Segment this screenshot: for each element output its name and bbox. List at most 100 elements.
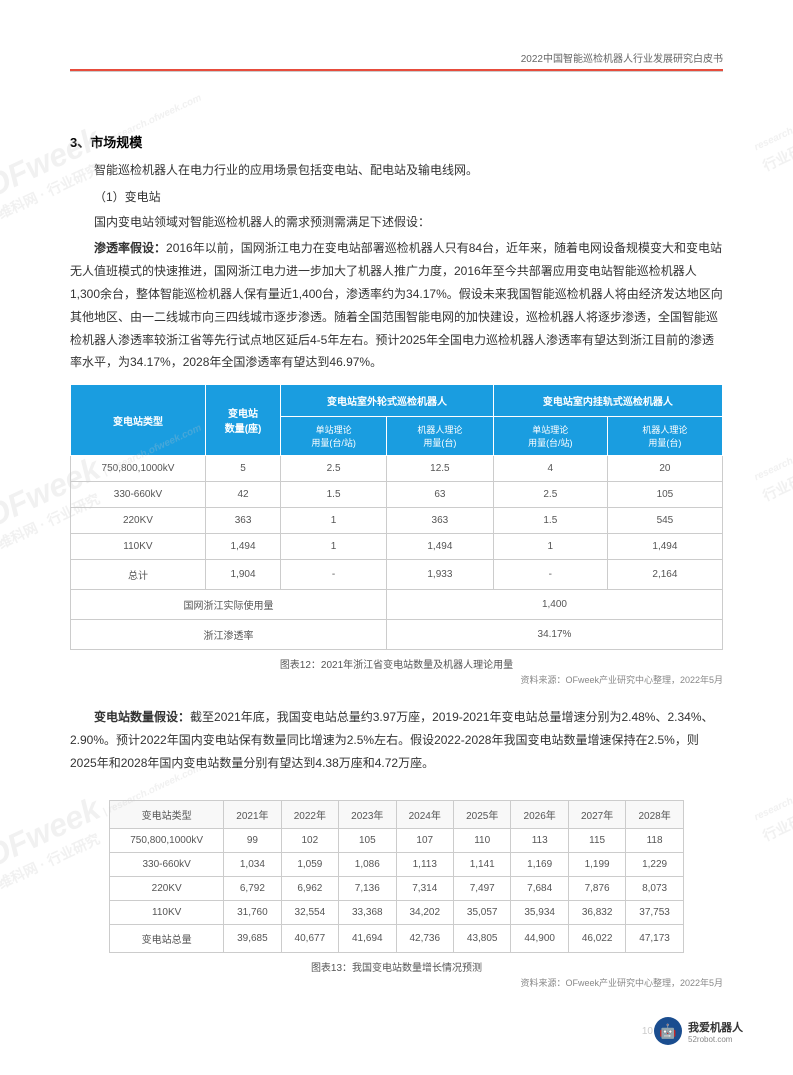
table-cell: 7,497 (453, 876, 510, 900)
para3: 变电站数量假设：截至2021年底，我国变电站总量约3.97万座，2019-202… (70, 706, 723, 774)
th-g1s1: 单站理论 用量(台/站) (281, 417, 387, 456)
table-cell: 105 (607, 482, 722, 508)
table-cell: 750,800,1000kV (110, 828, 224, 852)
table-header-cell: 2028年 (626, 800, 683, 828)
table-cell: 1 (493, 534, 607, 560)
th-group2: 变电站室内挂轨式巡检机器人 (493, 385, 722, 417)
table-cell: 42 (205, 482, 280, 508)
para3-lead: 变电站数量假设： (94, 710, 190, 724)
watermark: research.ofweek.com 行业研究 (744, 411, 793, 506)
table-row: 浙江渗透率34.17% (71, 620, 723, 650)
table-cell: 1,034 (224, 852, 281, 876)
table-row: 330-660kV1,0341,0591,0861,1131,1411,1691… (110, 852, 684, 876)
table-cell: 33,368 (339, 900, 396, 924)
table-cell: 国网浙江实际使用量 (71, 590, 387, 620)
intro-text: 智能巡检机器人在电力行业的应用场景包括变电站、配电站及输电线网。 (70, 159, 723, 182)
table-row: 220KV36313631.5545 (71, 508, 723, 534)
th-type: 变电站类型 (71, 385, 206, 456)
table-cell: 1,113 (396, 852, 453, 876)
table-cell: 12.5 (386, 456, 493, 482)
table-cell: 8,073 (626, 876, 683, 900)
table-cell: 6,962 (281, 876, 338, 900)
table-cell: 变电站总量 (110, 924, 224, 952)
robot-icon: 🤖 (654, 1017, 682, 1045)
th-g2s1: 单站理论 用量(台/站) (493, 417, 607, 456)
table-cell: 34.17% (386, 620, 722, 650)
table-cell: 37,753 (626, 900, 683, 924)
table-header-cell: 2027年 (568, 800, 625, 828)
table-row: 330-660kV421.5632.5105 (71, 482, 723, 508)
table-cell: 1.5 (493, 508, 607, 534)
table-cell: 1,199 (568, 852, 625, 876)
table-cell: 2.5 (281, 456, 387, 482)
table-row: 110KV1,49411,49411,494 (71, 534, 723, 560)
th-g2s2: 机器人理论 用量(台) (607, 417, 722, 456)
table-row: 110KV31,76032,55433,36834,20235,05735,93… (110, 900, 684, 924)
table-cell: 1,494 (386, 534, 493, 560)
logo-sub: 52robot.com (688, 1035, 743, 1044)
table-cell: 118 (626, 828, 683, 852)
document-header-title: 2022中国智能巡检机器人行业发展研究白皮书 (70, 50, 723, 65)
table-cell: 1,086 (339, 852, 396, 876)
table-cell: 1,141 (453, 852, 510, 876)
table-header-cell: 2023年 (339, 800, 396, 828)
table-header-cell: 2025年 (453, 800, 510, 828)
table-cell: 44,900 (511, 924, 568, 952)
table2-source: 资料来源：OFweek产业研究中心整理，2022年5月 (70, 976, 723, 989)
table-cell: 7,314 (396, 876, 453, 900)
table-cell: 36,832 (568, 900, 625, 924)
page-number: 10 (642, 1026, 653, 1037)
table-cell: 330-660kV (71, 482, 206, 508)
table-cell: 39,685 (224, 924, 281, 952)
table-cell: 363 (386, 508, 493, 534)
table-row: 750,800,1000kV52.512.5420 (71, 456, 723, 482)
table-cell: 20 (607, 456, 722, 482)
table-cell: 110KV (110, 900, 224, 924)
table-cell: 2.5 (493, 482, 607, 508)
table-cell: 99 (224, 828, 281, 852)
table-row: 变电站总量39,68540,67741,69442,73643,80544,90… (110, 924, 684, 952)
table-zhejiang-substation: 变电站类型 变电站 数量(座) 变电站室外轮式巡检机器人 变电站室内挂轨式巡检机… (70, 384, 723, 650)
table-cell: 7,876 (568, 876, 625, 900)
table-cell: 6,792 (224, 876, 281, 900)
table-cell: 102 (281, 828, 338, 852)
table-cell: 1,494 (607, 534, 722, 560)
footer-logo: 🤖 我爱机器人 52robot.com (654, 1017, 743, 1045)
table-cell: 1,059 (281, 852, 338, 876)
table-cell: 5 (205, 456, 280, 482)
table-cell: 4 (493, 456, 607, 482)
table-header-cell: 2022年 (281, 800, 338, 828)
watermark: research.ofweek.com 行业研究 (744, 751, 793, 846)
table-cell: 1,400 (386, 590, 722, 620)
table-cell: 43,805 (453, 924, 510, 952)
table-cell: 46,022 (568, 924, 625, 952)
table-cell: 42,736 (396, 924, 453, 952)
th-g1s2: 机器人理论 用量(台) (386, 417, 493, 456)
table-cell: 1,494 (205, 534, 280, 560)
table-header-cell: 2024年 (396, 800, 453, 828)
table-cell: 7,684 (511, 876, 568, 900)
table-cell: 1 (281, 508, 387, 534)
table-cell: 330-660kV (110, 852, 224, 876)
table-cell: 113 (511, 828, 568, 852)
table-row: 国网浙江实际使用量1,400 (71, 590, 723, 620)
table-cell: 总计 (71, 560, 206, 590)
logo-text: 我爱机器人 (688, 1022, 743, 1034)
table-cell: 1.5 (281, 482, 387, 508)
table-row: 总计1,904-1,933-2,164 (71, 560, 723, 590)
table-cell: 7,136 (339, 876, 396, 900)
table-cell: 220KV (110, 876, 224, 900)
th-count: 变电站 数量(座) (205, 385, 280, 456)
table2-caption: 图表13：我国变电站数量增长情况预测 (70, 959, 723, 974)
section-heading: 3、市场规模 (70, 132, 723, 151)
table-cell: 1,904 (205, 560, 280, 590)
table-cell: 32,554 (281, 900, 338, 924)
para2-body: 2016年以前，国网浙江电力在变电站部署巡检机器人只有84台，近年来，随着电网设… (70, 241, 723, 369)
table-cell: - (493, 560, 607, 590)
table-cell: 115 (568, 828, 625, 852)
para1: 国内变电站领域对智能巡检机器人的需求预测需满足下述假设： (70, 211, 723, 234)
table-cell: 31,760 (224, 900, 281, 924)
table-cell: 34,202 (396, 900, 453, 924)
table-header-cell: 2021年 (224, 800, 281, 828)
sub-heading: （1）变电站 (70, 186, 723, 209)
